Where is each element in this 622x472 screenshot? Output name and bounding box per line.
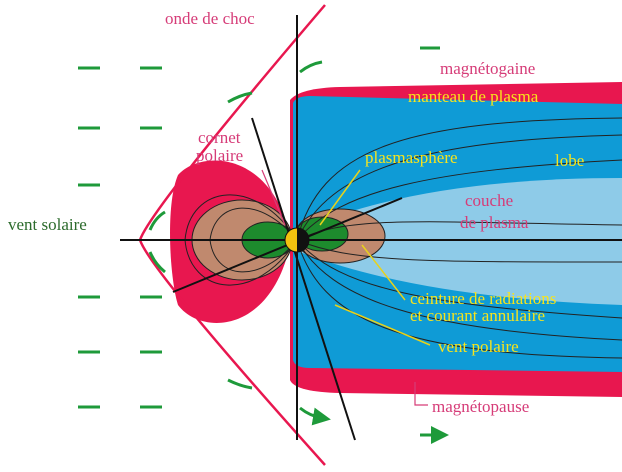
shapes <box>120 5 622 465</box>
label: plasmasphère <box>365 148 458 167</box>
label: magnétopause <box>432 397 529 416</box>
label: de plasma <box>460 213 529 232</box>
label: couche <box>465 191 513 210</box>
label: polaire <box>196 146 243 165</box>
label: vent polaire <box>438 337 519 356</box>
label: et courant annulaire <box>410 306 545 325</box>
label: magnétogaine <box>440 59 535 78</box>
label: manteau de plasma <box>408 87 539 106</box>
label: lobe <box>555 151 584 170</box>
label: vent solaire <box>8 215 87 234</box>
magnetosphere-diagram: onde de choc magnétogaine manteau de pla… <box>0 0 622 472</box>
label: onde de choc <box>165 9 255 28</box>
label: cornet <box>198 128 241 147</box>
